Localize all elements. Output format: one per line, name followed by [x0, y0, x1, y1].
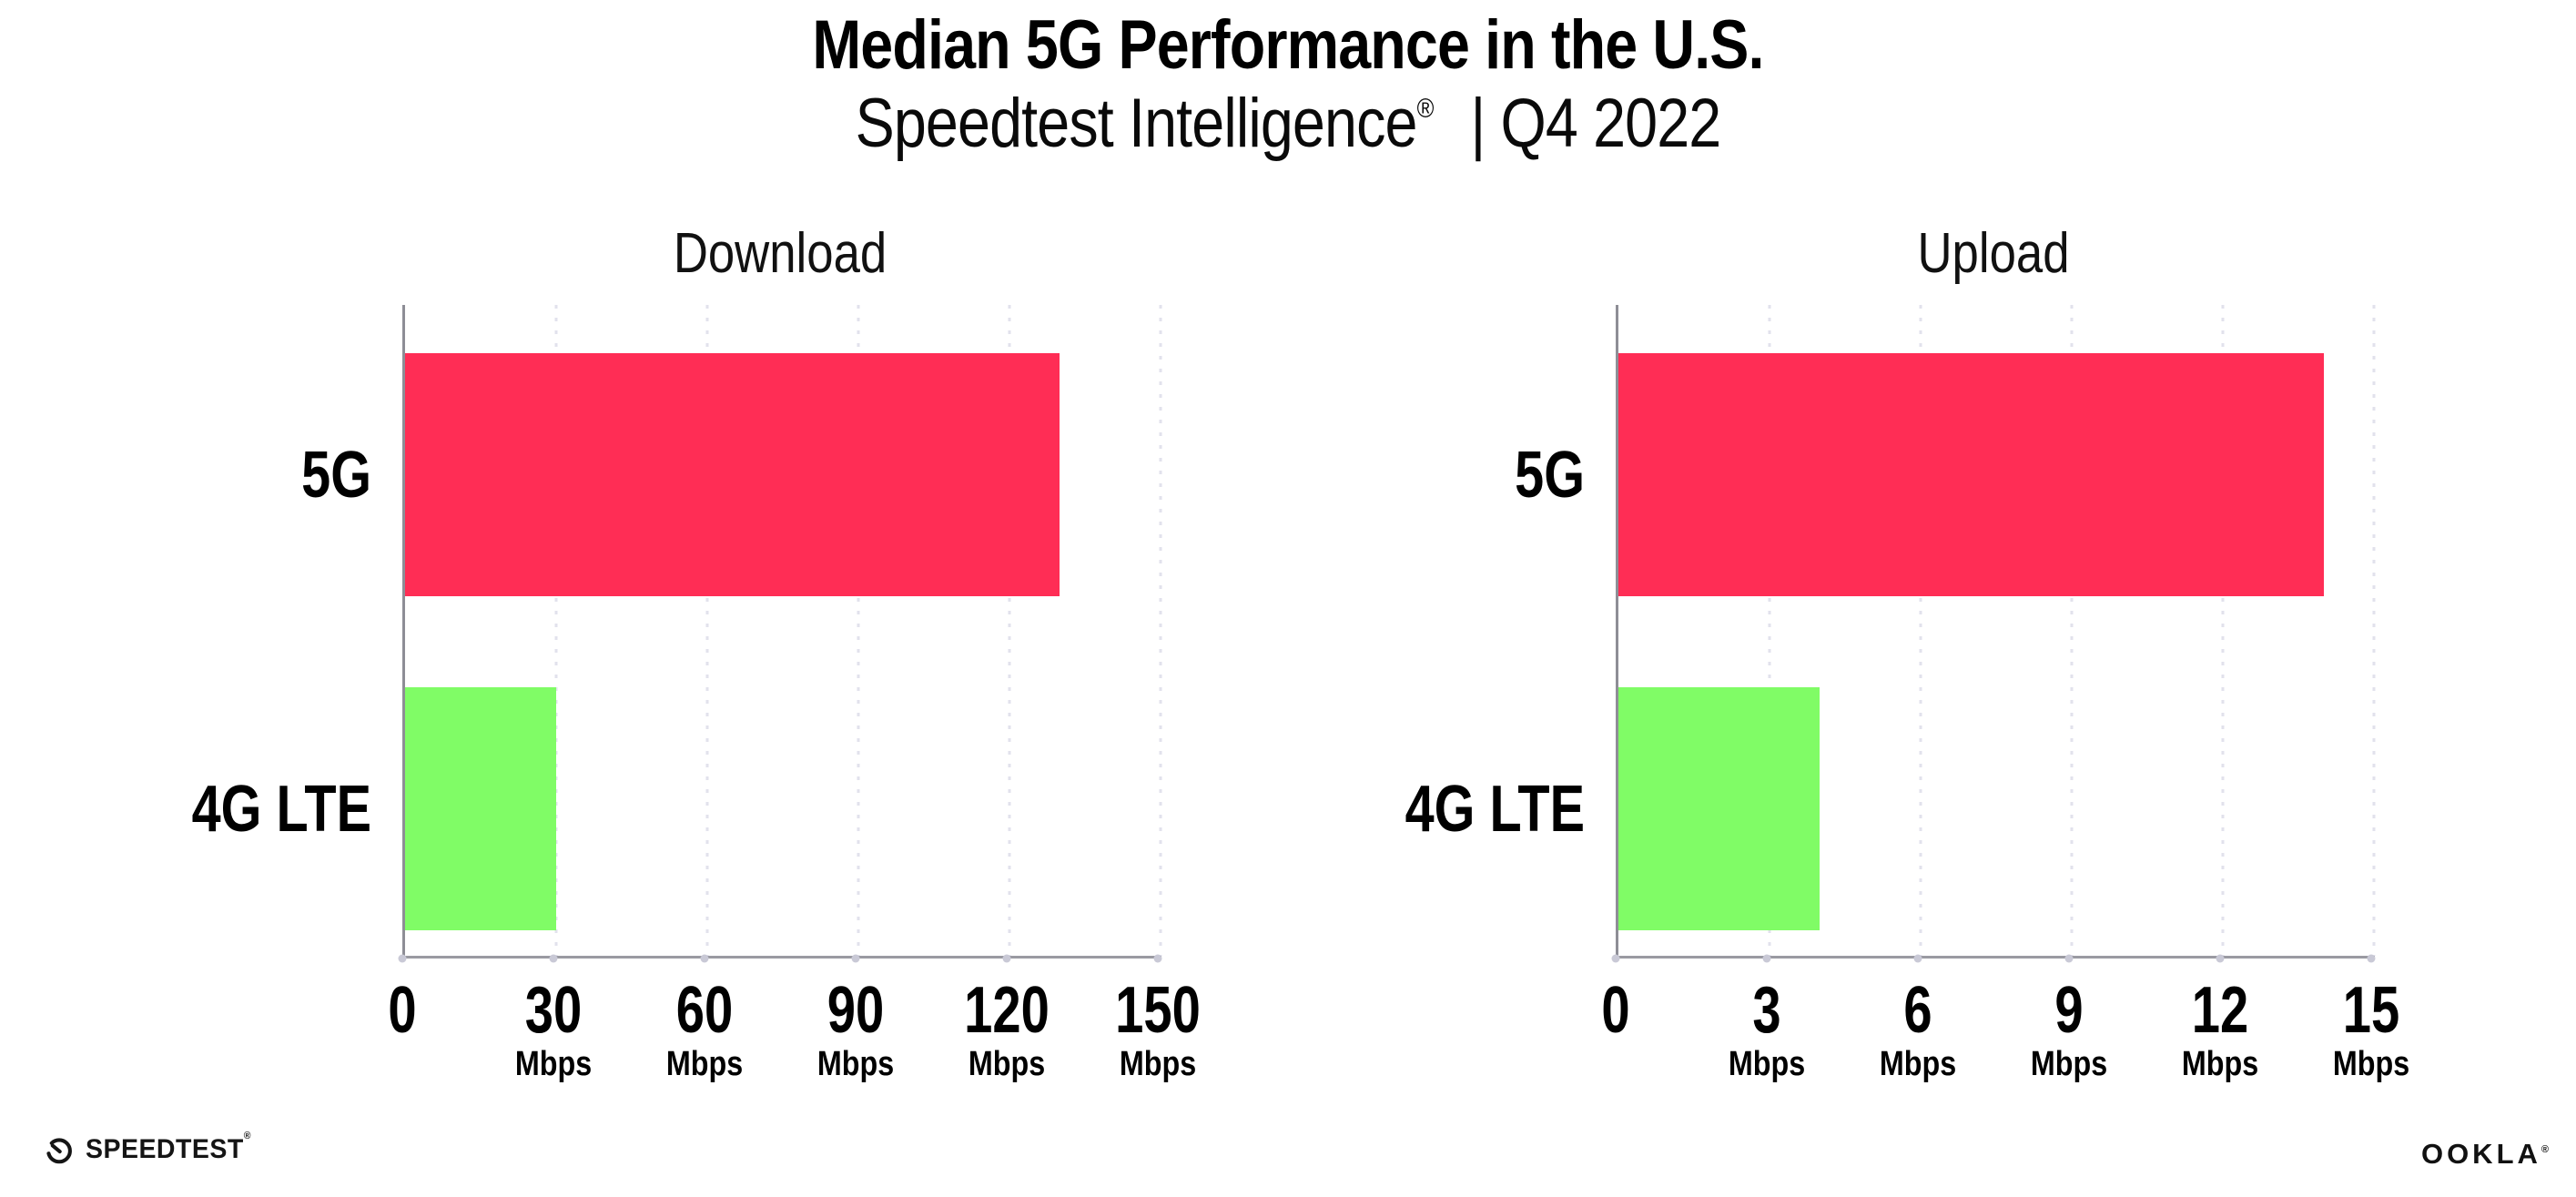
- gridline-upload-15: [2372, 305, 2376, 956]
- category-label-5g-download: 5G: [301, 438, 371, 512]
- x-tick-label-download-60: 60: [675, 974, 734, 1047]
- x-tick-label-upload-9: 9: [2054, 974, 2084, 1047]
- x-tick-unit-upload-15: Mbps: [2332, 1045, 2410, 1083]
- bar-5g-upload: [1618, 353, 2324, 597]
- subtitle-brand: Speedtest Intelligence: [855, 85, 1418, 162]
- gridline-upload-9: [2070, 305, 2074, 956]
- x-tick-unit-upload-6: Mbps: [1879, 1045, 1957, 1083]
- gridline-download-150: [1159, 305, 1162, 956]
- x-tick-label-download-0: 0: [388, 974, 417, 1047]
- category-label-4g-lte-download: 4G LTE: [191, 772, 371, 846]
- x-tick-label-download-150: 150: [1115, 974, 1201, 1047]
- axis-tick-dot-download-60: [700, 954, 709, 963]
- speedtest-gauge-icon: [44, 1134, 75, 1165]
- axis-tick-dot-download-90: [851, 954, 860, 963]
- ookla-registered-icon: ®: [2541, 1144, 2549, 1155]
- plot-area-upload: [1616, 305, 2376, 959]
- subtitle-separator: [1434, 85, 1471, 162]
- axis-tick-dot-upload-6: [1913, 954, 1922, 963]
- speedtest-registered-icon: ®: [243, 1131, 251, 1141]
- category-label-5g-upload: 5G: [1515, 438, 1585, 512]
- x-tick-unit-download-60: Mbps: [665, 1045, 744, 1083]
- gridline-upload-3: [1768, 305, 1771, 956]
- registered-trademark-icon: ®: [1416, 93, 1435, 124]
- x-tick-label-upload-3: 3: [1752, 974, 1781, 1047]
- chart-main-title: Median 5G Performance in the U.S.: [812, 6, 1764, 84]
- subtitle-period: | Q4 2022: [1470, 85, 1721, 162]
- x-tick-label-upload-12: 12: [2191, 974, 2249, 1047]
- axis-tick-dot-download-120: [1002, 954, 1011, 963]
- x-tick-label-download-90: 90: [827, 974, 885, 1047]
- x-tick-unit-upload-12: Mbps: [2181, 1045, 2259, 1083]
- x-tick-unit-download-30: Mbps: [514, 1045, 593, 1083]
- x-tick-unit-download-90: Mbps: [816, 1045, 895, 1083]
- panel-title-download: Download: [673, 222, 887, 285]
- x-tick-label-upload-0: 0: [1601, 974, 1630, 1047]
- category-label-4g-lte-upload: 4G LTE: [1405, 772, 1585, 846]
- speedtest-logo: SPEEDTEST®: [44, 1131, 259, 1165]
- ookla-logo: OOKLA®: [2421, 1140, 2549, 1168]
- gridline-download-120: [1008, 305, 1011, 956]
- axis-tick-dot-download-150: [1153, 954, 1162, 963]
- speedtest-wordmark: SPEEDTEST®: [86, 1131, 251, 1164]
- ookla-wordmark: OOKLA: [2420, 1138, 2541, 1170]
- axis-tick-dot-upload-12: [2216, 954, 2225, 963]
- x-tick-unit-download-150: Mbps: [1119, 1045, 1197, 1083]
- gridline-download-30: [554, 305, 558, 956]
- axis-tick-dot-upload-9: [2064, 954, 2074, 963]
- gridline-upload-12: [2221, 305, 2225, 956]
- axis-tick-dot-upload-0: [1611, 954, 1620, 963]
- x-tick-unit-upload-3: Mbps: [1728, 1045, 1806, 1083]
- x-tick-label-upload-15: 15: [2342, 974, 2400, 1047]
- x-tick-unit-download-120: Mbps: [968, 1045, 1046, 1083]
- x-tick-label-upload-6: 6: [1903, 974, 1932, 1047]
- x-tick-label-download-30: 30: [524, 974, 583, 1047]
- axis-tick-dot-upload-15: [2367, 954, 2376, 963]
- bar-4g-lte-upload: [1618, 687, 1820, 931]
- axis-tick-dot-download-30: [549, 954, 558, 963]
- gridline-download-90: [857, 305, 860, 956]
- axis-tick-dot-upload-3: [1762, 954, 1771, 963]
- bar-4g-lte-download: [405, 687, 556, 931]
- x-tick-unit-upload-9: Mbps: [2030, 1045, 2108, 1083]
- bar-5g-download: [405, 353, 1060, 597]
- gridline-upload-6: [1919, 305, 1922, 956]
- chart-subtitle: Speedtest Intelligence® | Q4 2022: [856, 89, 1722, 158]
- plot-area-download: [402, 305, 1162, 959]
- x-tick-label-download-120: 120: [964, 974, 1050, 1047]
- gridline-download-60: [705, 305, 709, 956]
- panel-title-upload: Upload: [1917, 222, 2070, 285]
- axis-tick-dot-download-0: [398, 954, 407, 963]
